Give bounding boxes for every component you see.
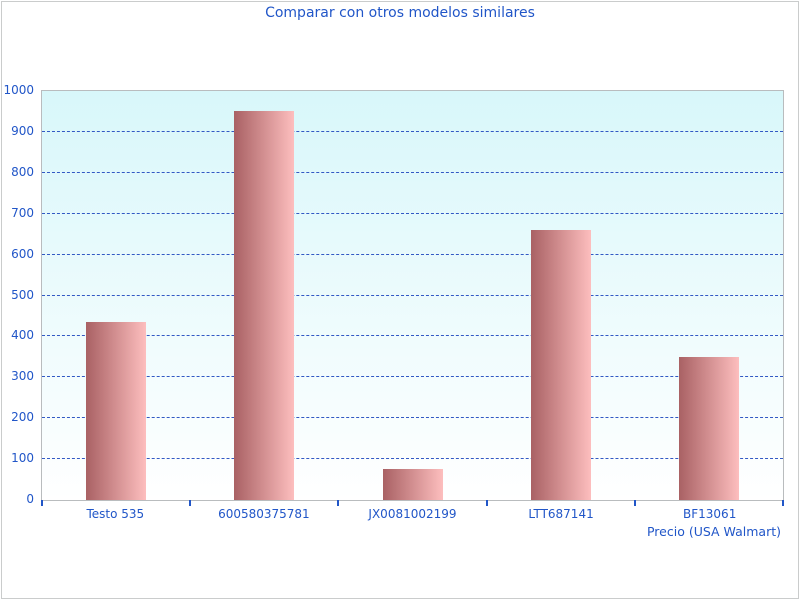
bar [234,111,295,500]
x-category-label: JX0081002199 [368,507,457,521]
gridline [42,171,783,173]
x-category-label: 600580375781 [218,507,310,521]
x-tick-mark [188,500,191,506]
bar [678,356,739,500]
bar [382,469,443,500]
gridline [42,212,783,214]
gridline [42,130,783,132]
y-tick-label: 700 [11,205,34,220]
y-tick-label: 900 [11,123,34,138]
gridline [42,376,783,378]
x-category-label: Testo 535 [86,507,145,521]
y-tick-label: 300 [11,369,34,384]
y-tick-label: 500 [11,287,34,302]
x-axis-title: Precio (USA Walmart) [646,524,781,539]
x-axis-ticks [41,500,784,506]
y-tick-label: 200 [11,410,34,425]
y-axis-labels: 0 100 200 300 400 500 600 700 800 900 1000 [0,83,34,506]
bar [530,230,591,500]
x-category-label: BF13061 [683,507,737,521]
x-tick-mark [485,500,488,506]
y-tick-label: 800 [11,164,34,179]
y-tick-label: 100 [11,451,34,466]
gridline [42,335,783,337]
x-axis-labels: Testo 535 600580375781 JX0081002199 LTT6871… [41,507,784,521]
bar [86,322,147,500]
y-tick-label: 1000 [3,83,34,97]
x-tick-mark [782,500,784,506]
y-tick-label: 400 [11,328,34,343]
y-tick-label: 0 [26,492,34,506]
gridline [42,458,783,460]
gridline [42,417,783,419]
x-tick-mark [41,500,43,506]
y-tick-label: 600 [11,246,34,261]
gridline [42,253,783,255]
x-tick-mark [634,500,637,506]
x-tick-mark [337,500,340,506]
chart-title: Comparar con otros modelos similares [265,5,535,21]
x-category-label: LTT687141 [528,507,594,521]
gridline [42,294,783,296]
plot-area [41,90,784,501]
